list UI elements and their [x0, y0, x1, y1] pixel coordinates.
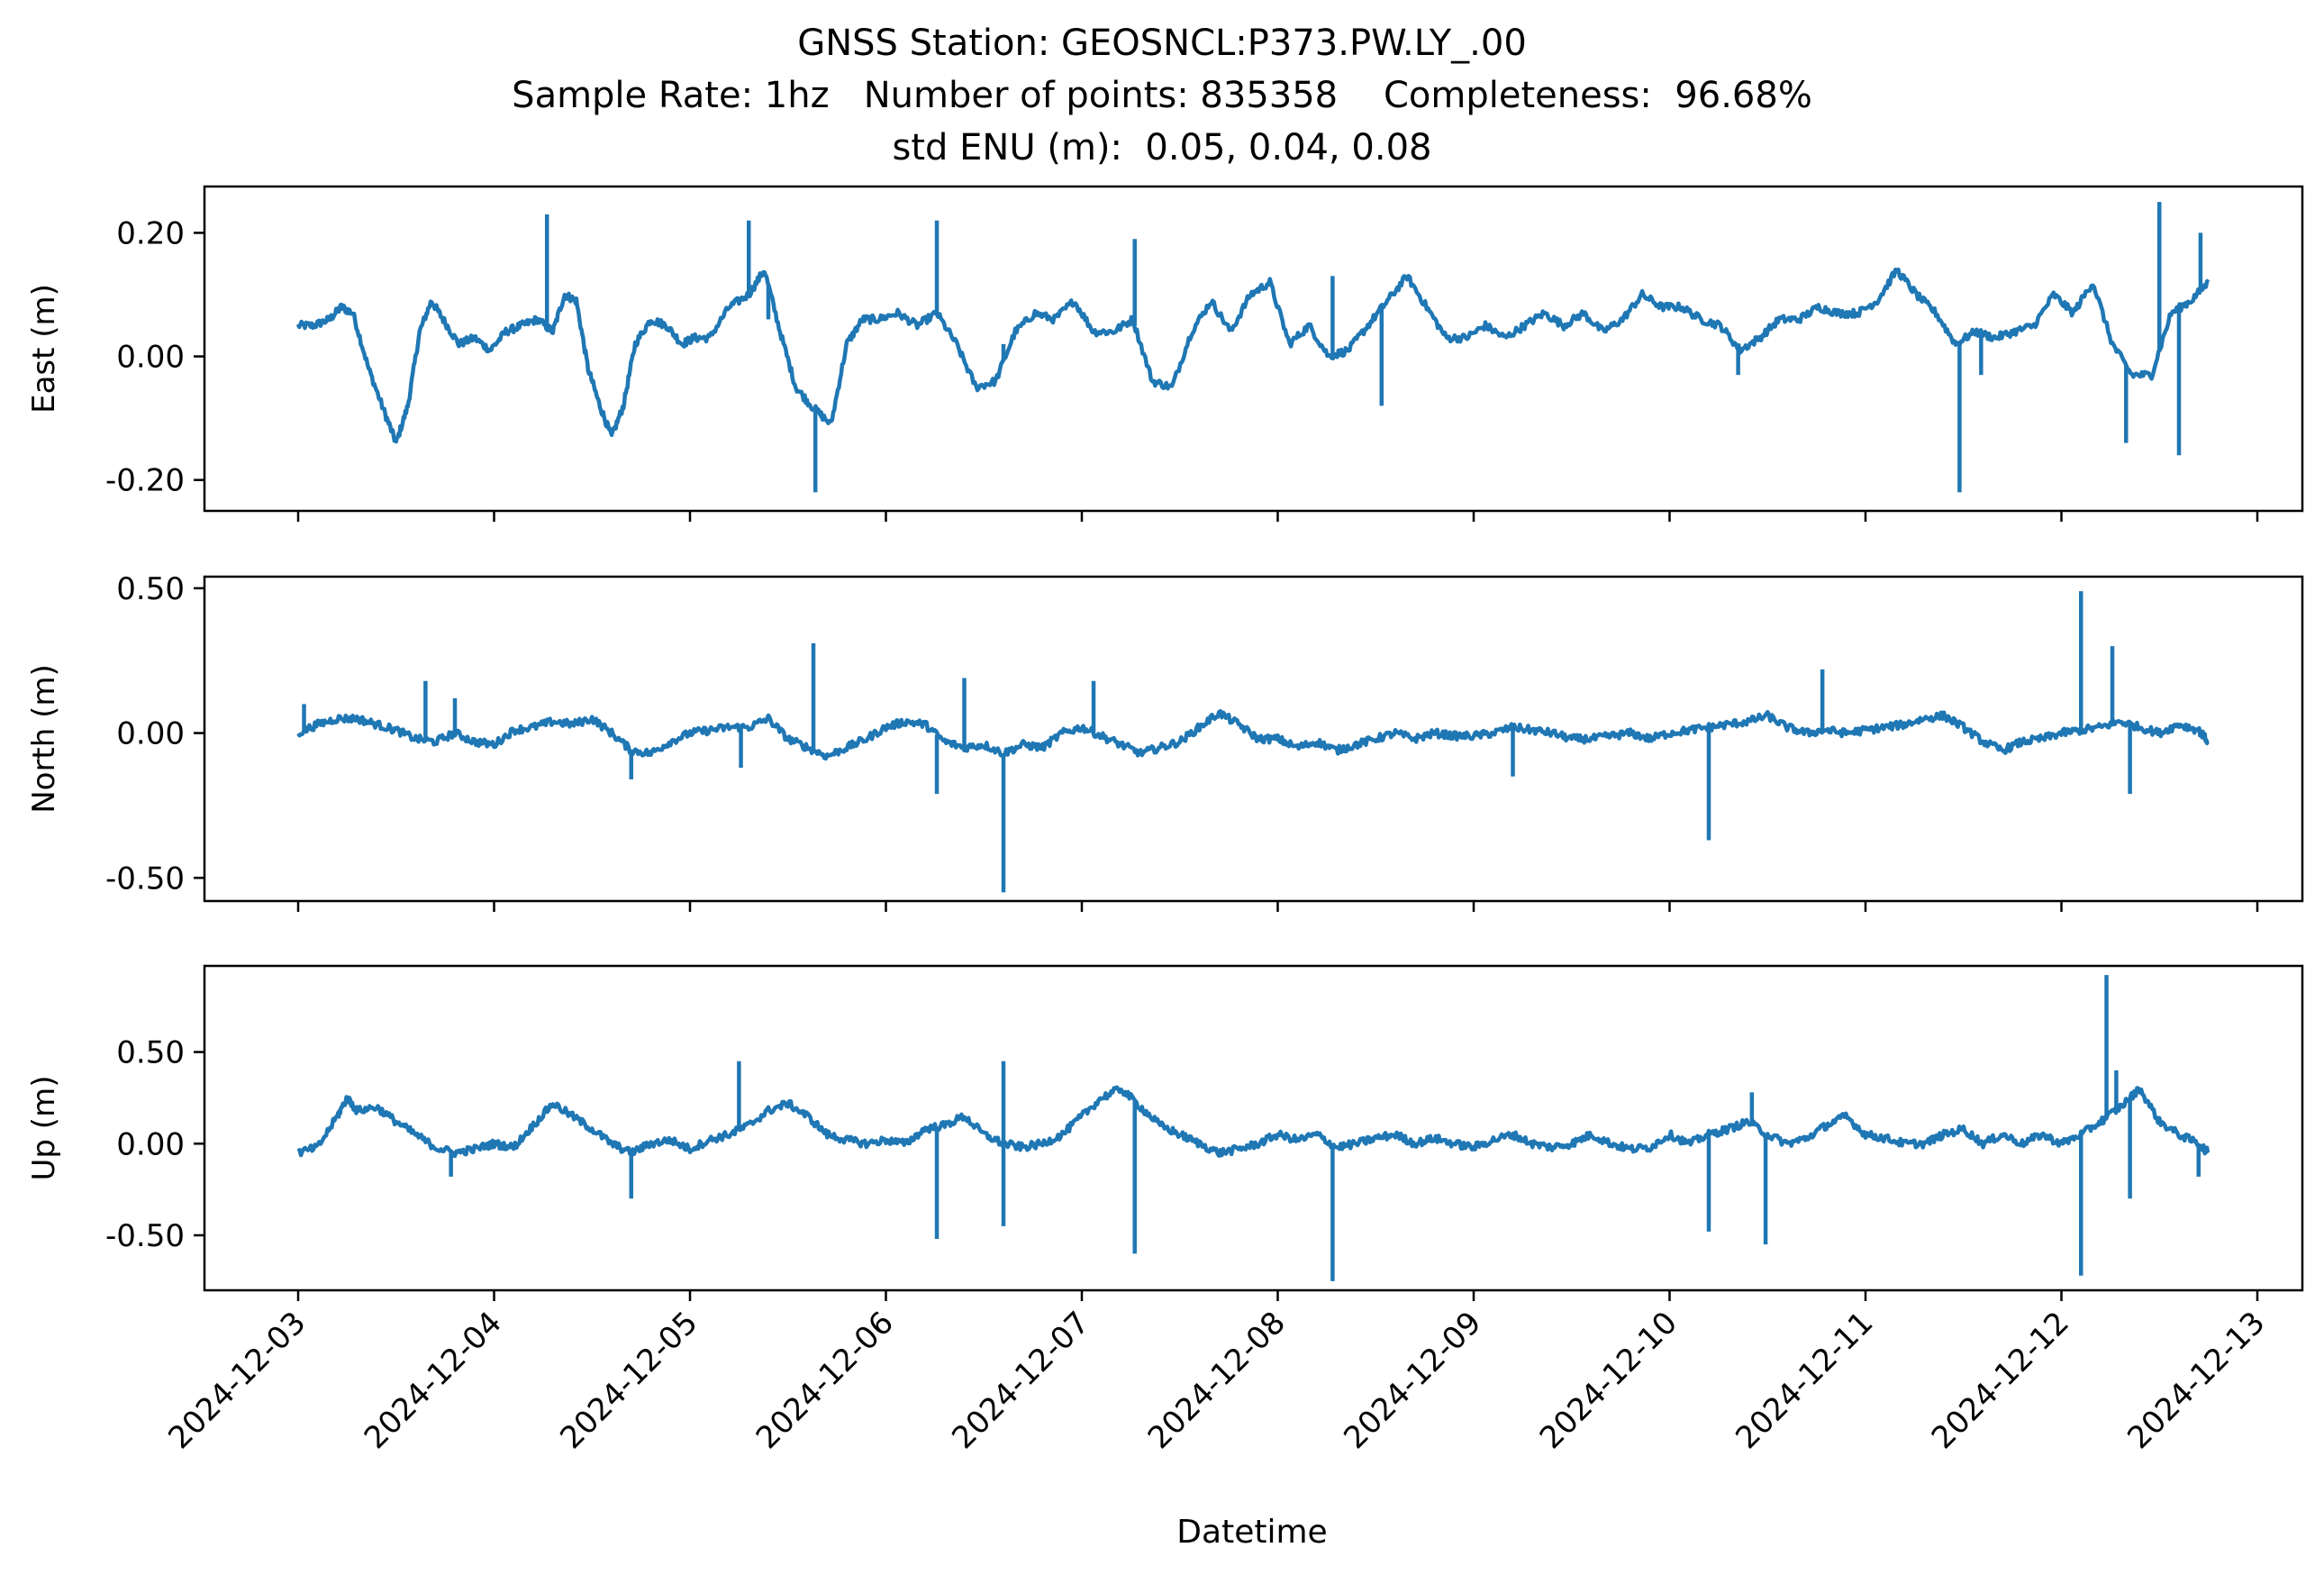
- subplot-up: 0.50 0.00 -0.50 Up (m): [26, 964, 2304, 1301]
- x-axis: 2024-12-03 2024-12-04 2024-12-05 2024-12-06…: [161, 1305, 2272, 1456]
- x-tick-label: 2024-12-05: [553, 1305, 704, 1456]
- x-tick-label: 2024-12-03: [161, 1305, 313, 1456]
- chart-title-line-3: std ENU (m): 0.05, 0.04, 0.08: [892, 127, 1432, 168]
- chart-title-line-2: Sample Rate: 1hz Number of points: 83535…: [512, 75, 1812, 116]
- x-tick-label: 2024-12-10: [1533, 1305, 1684, 1456]
- y-tick-label: 0.00: [116, 716, 185, 752]
- y-tick-label: -0.20: [105, 463, 185, 499]
- plot-frame: [203, 964, 2304, 1292]
- y-tick-label: -0.50: [105, 860, 185, 897]
- x-axis-label: Datetime: [1176, 1514, 1327, 1551]
- series-line: [296, 708, 2211, 761]
- x-tick-label: 2024-12-07: [945, 1305, 1096, 1456]
- plot-frame: [203, 185, 2304, 513]
- subplot-east: 0.20 0.00 -0.20 East (m): [26, 185, 2304, 522]
- y-axis-label: Up (m): [26, 1076, 62, 1181]
- y-tick-label: -0.50: [105, 1218, 185, 1254]
- series-line: [296, 1085, 2211, 1159]
- x-tick-label: 2024-12-09: [1337, 1305, 1488, 1456]
- y-axis-label: East (m): [26, 284, 62, 414]
- x-tick-label: 2024-12-04: [358, 1305, 509, 1456]
- series-line: [295, 267, 2211, 444]
- y-tick-label: 0.20: [116, 215, 185, 251]
- chart-title-line-1: GNSS Station: GEOSNCL:P373.PW.LY_.00: [797, 23, 1527, 64]
- y-tick-label: 0.00: [116, 340, 185, 376]
- x-tick-label: 2024-12-12: [1925, 1305, 2076, 1456]
- x-tick-label: 2024-12-08: [1141, 1305, 1293, 1456]
- x-tick-label: 2024-12-06: [749, 1305, 901, 1456]
- y-axis-label: North (m): [26, 664, 62, 814]
- subplot-north: 0.50 0.00 -0.50 North (m): [26, 571, 2304, 912]
- y-tick-label: 0.50: [116, 571, 185, 607]
- y-tick-label: 0.00: [116, 1126, 185, 1162]
- x-tick-label: 2024-12-13: [2120, 1305, 2272, 1456]
- y-tick-label: 0.50: [116, 1035, 185, 1071]
- plot-frame: [203, 575, 2304, 903]
- x-tick-label: 2024-12-11: [1729, 1305, 1880, 1456]
